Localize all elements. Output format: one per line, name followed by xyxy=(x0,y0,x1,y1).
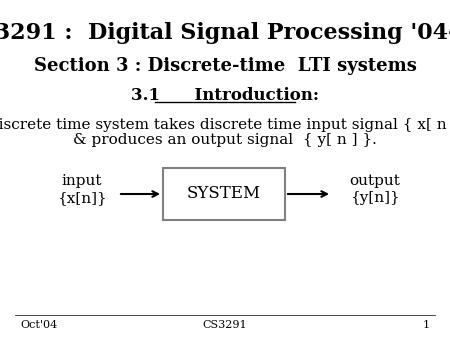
Text: input: input xyxy=(62,174,102,188)
Text: {y[n]}: {y[n]} xyxy=(350,191,400,205)
Text: CS3291: CS3291 xyxy=(202,320,248,330)
Text: & produces an output signal  { y[ n ] }.: & produces an output signal { y[ n ] }. xyxy=(73,133,377,147)
Text: SYSTEM: SYSTEM xyxy=(187,186,261,202)
Text: output: output xyxy=(350,174,400,188)
Text: 3.1      Introduction:: 3.1 Introduction: xyxy=(131,87,319,103)
Text: 1: 1 xyxy=(423,320,430,330)
Text: A discrete time system takes discrete time input signal { x[ n ] },: A discrete time system takes discrete ti… xyxy=(0,118,450,132)
Text: Oct'04: Oct'04 xyxy=(20,320,57,330)
Bar xyxy=(163,168,285,220)
Text: CS3291 :  Digital Signal Processing '04-05: CS3291 : Digital Signal Processing '04-0… xyxy=(0,22,450,44)
Text: Section 3 : Discrete-time  LTI systems: Section 3 : Discrete-time LTI systems xyxy=(34,57,416,75)
Text: {x[n]}: {x[n]} xyxy=(57,191,107,205)
